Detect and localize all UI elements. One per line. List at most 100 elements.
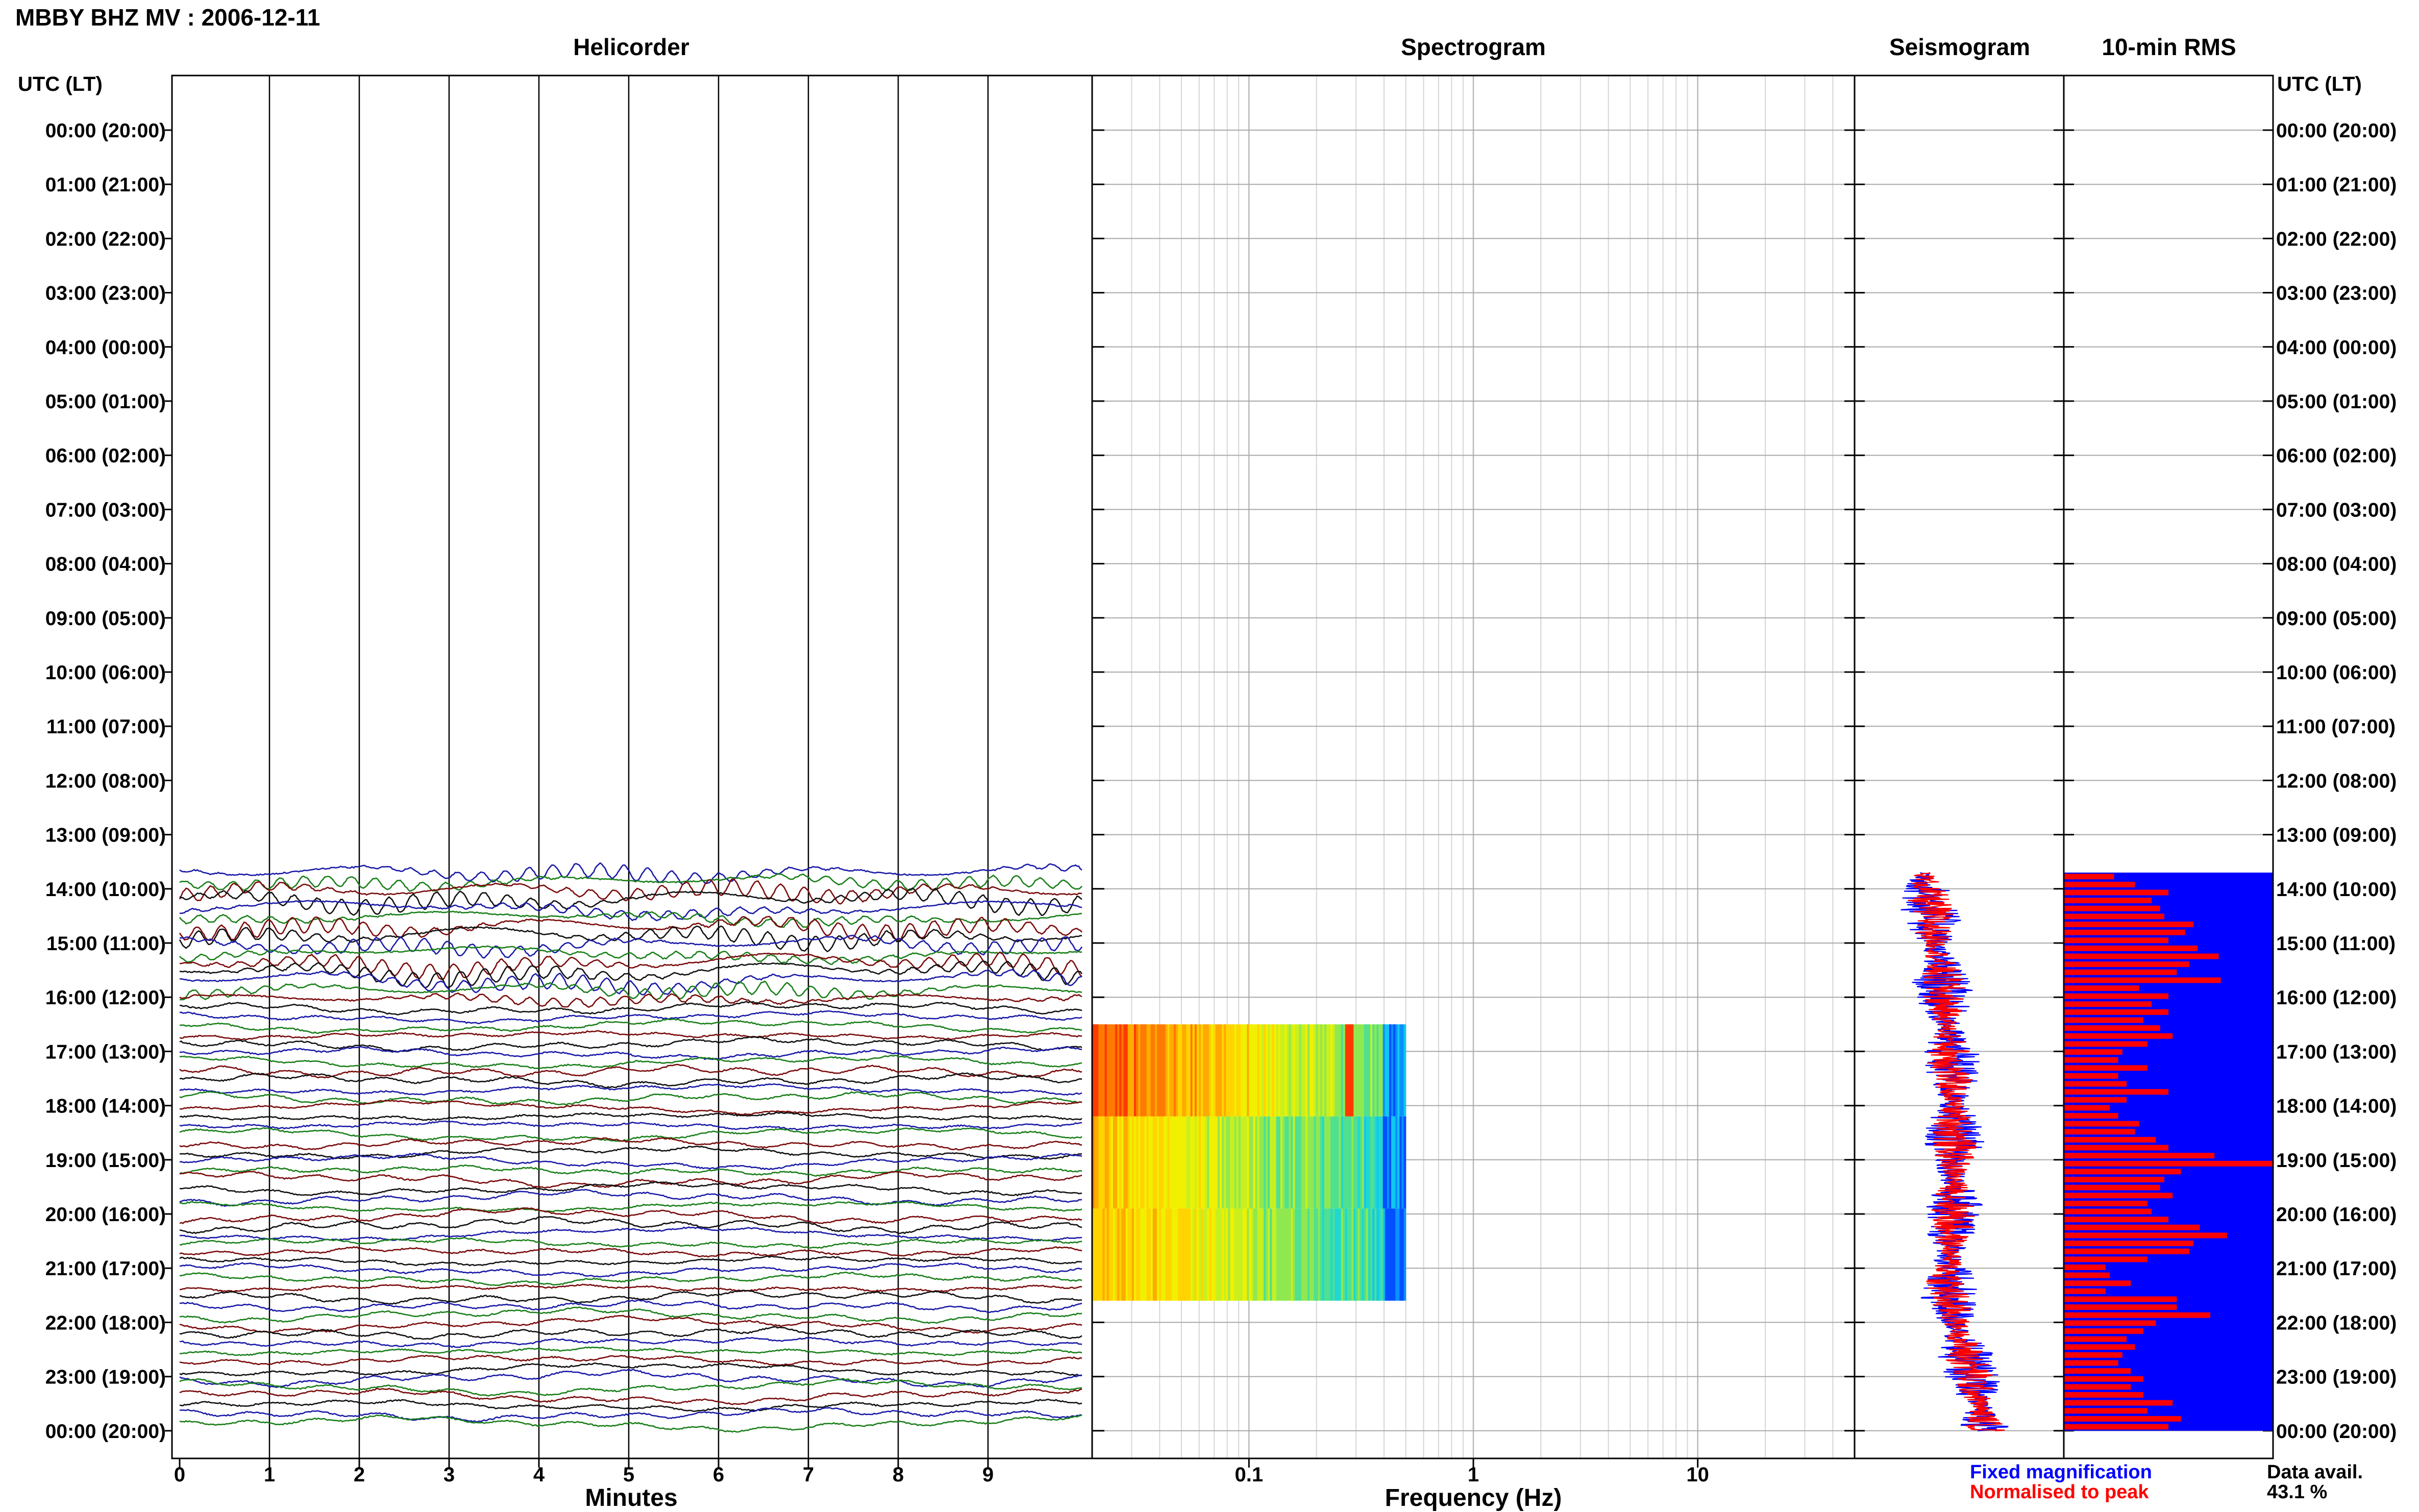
helicorder-trace	[179, 1246, 1082, 1258]
seismogram-frame	[1854, 75, 2065, 1459]
spectrogram-cell	[1266, 1024, 1268, 1117]
spectrogram-cell	[1251, 1024, 1254, 1117]
spectrogram-cell	[1272, 1024, 1275, 1117]
spectrogram-cell	[1117, 1208, 1120, 1301]
rms-bar	[2064, 1384, 2131, 1390]
spectrogram-cell	[1397, 1024, 1400, 1117]
spectrogram-cell	[1140, 1024, 1143, 1117]
spectrogram-cell	[1351, 1024, 1354, 1117]
helicorder-trace	[179, 1315, 1082, 1334]
spectrogram-cell	[1165, 1208, 1168, 1301]
spectrogram-cell	[1257, 1024, 1260, 1117]
spectrogram-cell	[1133, 1024, 1137, 1117]
rms-bar	[2064, 1177, 2164, 1183]
spectrogram-cell	[1173, 1116, 1176, 1209]
time-label-left: 17:00 (13:00)	[45, 1041, 166, 1063]
spectrogram-cell	[1270, 1116, 1272, 1209]
spectrogram-cell	[1234, 1208, 1237, 1301]
spectrogram-cell	[1175, 1024, 1178, 1117]
spectrogram-cell	[1096, 1208, 1099, 1301]
spectrogram-cell	[1167, 1116, 1170, 1209]
rms-bar	[2064, 1368, 2131, 1374]
spectrogram-cell	[1188, 1208, 1191, 1301]
spectrogram-cell	[1169, 1116, 1172, 1209]
spectrogram-cell	[1360, 1208, 1363, 1301]
spectrogram-cell	[1224, 1024, 1226, 1117]
spectrogram-cell	[1215, 1208, 1218, 1301]
spectrogram-cell	[1393, 1116, 1396, 1209]
spectrogram-cell	[1161, 1116, 1164, 1209]
helicorder-trace	[179, 925, 1082, 953]
spectrogram-cell	[1104, 1116, 1107, 1209]
spectrogram-cell	[1276, 1116, 1279, 1209]
spectrogram-cell	[1209, 1116, 1212, 1209]
spectrogram-cell	[1249, 1116, 1252, 1209]
rms-bar	[2064, 1208, 2152, 1214]
helicorder-trace	[179, 1262, 1082, 1278]
spectrogram-cell	[1209, 1208, 1212, 1301]
time-label-right: 16:00 (12:00)	[2276, 987, 2397, 1009]
spectrogram-cell	[1092, 1208, 1095, 1301]
spectrogram-cell	[1171, 1024, 1174, 1117]
frequency-tick-label: 1	[1468, 1464, 1479, 1486]
spectrogram-cell	[1357, 1116, 1361, 1209]
minute-tick-label: 9	[982, 1464, 994, 1486]
spectrogram-cell	[1102, 1024, 1105, 1117]
spectrogram-cell	[1157, 1208, 1159, 1301]
spectrogram-cell	[1192, 1208, 1195, 1301]
rms-bar	[2064, 1121, 2139, 1127]
spectrogram-cell	[1328, 1024, 1331, 1117]
spectrogram-cell	[1171, 1208, 1174, 1301]
spectrogram-cell	[1287, 1116, 1289, 1209]
spectrogram-cell	[1205, 1116, 1207, 1209]
spectrogram-cell	[1291, 1208, 1293, 1301]
helicorder-trace	[179, 1354, 1082, 1367]
spectrogram-cell	[1301, 1116, 1304, 1209]
time-label-right: 23:00 (19:00)	[2276, 1367, 2397, 1389]
spectrogram-cell	[1399, 1208, 1402, 1301]
spectrogram-cell	[1133, 1208, 1137, 1301]
helicorder-trace	[180, 951, 1082, 981]
spectrogram-cell	[1108, 1208, 1112, 1301]
rms-bar	[2064, 874, 2114, 880]
spectrogram-cell	[1207, 1116, 1210, 1209]
spectrogram-cell	[1391, 1208, 1394, 1301]
time-label-left: 10:00 (06:00)	[45, 662, 166, 684]
spectrogram-cell	[1192, 1024, 1195, 1117]
minute-tick-label: 2	[354, 1464, 365, 1486]
time-label-left: 19:00 (15:00)	[45, 1150, 166, 1172]
spectrogram-cell	[1117, 1116, 1120, 1209]
spectrogram-cell	[1335, 1208, 1338, 1301]
rms-bar	[2064, 1097, 2127, 1103]
spectrogram-cell	[1230, 1024, 1233, 1117]
time-label-right: 10:00 (06:00)	[2276, 662, 2397, 684]
spectrogram-cell	[1236, 1208, 1239, 1301]
spectrogram-cell	[1180, 1116, 1182, 1209]
spectrogram-cell	[1314, 1116, 1317, 1209]
spectrogram-cell	[1322, 1116, 1325, 1209]
spectrogram-cell	[1305, 1024, 1308, 1117]
time-label-right: 18:00 (14:00)	[2276, 1096, 2397, 1118]
rms-bar	[2064, 1248, 2189, 1254]
spectrogram-cell	[1287, 1208, 1289, 1301]
spectrogram-cell	[1094, 1116, 1097, 1209]
spectrogram-cell	[1201, 1024, 1203, 1117]
spectrogram-cell	[1104, 1024, 1107, 1117]
time-label-right: 06:00 (02:00)	[2276, 445, 2397, 467]
spectrogram-cell	[1184, 1024, 1187, 1117]
spectrogram-cell	[1127, 1024, 1130, 1117]
rms-bar	[2064, 1200, 2148, 1206]
spectrogram-cell	[1326, 1208, 1329, 1301]
spectrogram-header: Spectrogram	[1401, 34, 1546, 60]
spectrogram-cell	[1299, 1208, 1302, 1301]
spectrogram-cell	[1211, 1024, 1214, 1117]
time-label-left: 06:00 (02:00)	[45, 445, 166, 467]
rms-bar	[2064, 1416, 2181, 1422]
helicorder-trace	[179, 1336, 1082, 1348]
spectrogram-cell	[1115, 1116, 1118, 1209]
spectrogram-cell	[1318, 1116, 1321, 1209]
spectrogram-cell	[1259, 1208, 1262, 1301]
spectrogram-cell	[1148, 1116, 1151, 1209]
spectrogram-cell	[1255, 1208, 1258, 1301]
spectrogram-cell	[1119, 1208, 1122, 1301]
